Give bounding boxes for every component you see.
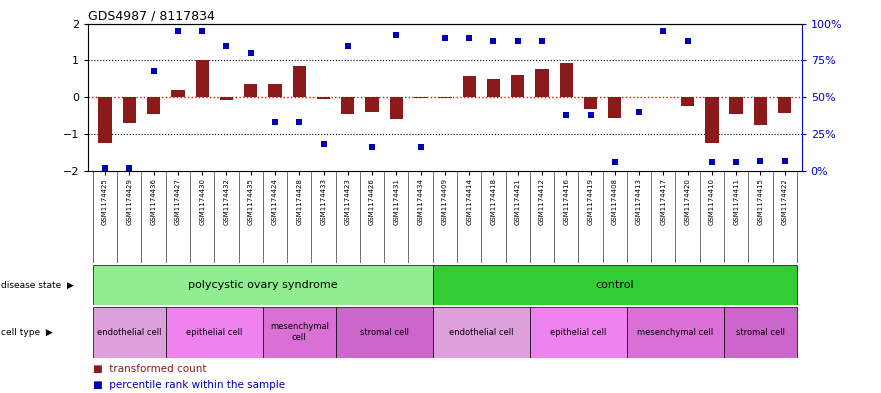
Bar: [93, 307, 166, 358]
Point: [632, 109, 646, 115]
Text: cell type  ▶: cell type ▶: [1, 328, 53, 336]
Point: [98, 165, 112, 171]
Text: polycystic ovary syndrome: polycystic ovary syndrome: [188, 280, 337, 290]
Point: [486, 38, 500, 44]
Text: ■  percentile rank within the sample: ■ percentile rank within the sample: [93, 380, 285, 390]
Point: [559, 112, 574, 118]
Bar: [366, 97, 379, 112]
Bar: [341, 97, 354, 114]
Bar: [196, 61, 209, 97]
Point: [122, 165, 137, 171]
Bar: [166, 307, 263, 358]
Point: [705, 159, 719, 165]
Point: [729, 159, 744, 165]
Text: mesenchymal cell: mesenchymal cell: [637, 328, 714, 336]
Point: [146, 68, 160, 74]
Bar: [559, 63, 573, 97]
Bar: [122, 97, 136, 123]
Bar: [147, 97, 160, 114]
Point: [244, 50, 258, 56]
Text: control: control: [596, 280, 634, 290]
Point: [511, 38, 525, 44]
Point: [171, 28, 185, 34]
Bar: [463, 76, 476, 97]
Bar: [219, 97, 233, 100]
Bar: [93, 265, 433, 305]
Text: disease state  ▶: disease state ▶: [1, 281, 74, 289]
Point: [341, 42, 355, 49]
Bar: [529, 307, 627, 358]
Bar: [99, 97, 112, 143]
Text: ■  transformed count: ■ transformed count: [93, 364, 206, 375]
Bar: [438, 97, 452, 98]
Bar: [536, 68, 549, 97]
Bar: [433, 307, 529, 358]
Text: epithelial cell: epithelial cell: [551, 328, 607, 336]
Bar: [336, 307, 433, 358]
Text: stromal cell: stromal cell: [736, 328, 785, 336]
Point: [463, 35, 477, 42]
Text: endothelial cell: endothelial cell: [449, 328, 514, 336]
Point: [219, 42, 233, 49]
Point: [753, 158, 767, 164]
Bar: [244, 84, 257, 97]
Point: [292, 119, 307, 125]
Text: mesenchymal
cell: mesenchymal cell: [270, 322, 329, 342]
Point: [413, 144, 427, 151]
Text: epithelial cell: epithelial cell: [186, 328, 242, 336]
Bar: [724, 307, 796, 358]
Bar: [389, 97, 403, 119]
Point: [535, 38, 549, 44]
Bar: [487, 79, 500, 97]
Bar: [171, 90, 185, 97]
Bar: [608, 97, 621, 118]
Bar: [681, 97, 694, 107]
Point: [583, 112, 597, 118]
Text: endothelial cell: endothelial cell: [97, 328, 161, 336]
Bar: [729, 97, 743, 114]
Point: [656, 28, 670, 34]
Bar: [627, 307, 724, 358]
Point: [365, 144, 379, 151]
Bar: [414, 97, 427, 98]
Text: stromal cell: stromal cell: [359, 328, 409, 336]
Bar: [584, 97, 597, 109]
Point: [195, 28, 209, 34]
Bar: [754, 97, 767, 125]
Point: [681, 38, 695, 44]
Point: [389, 32, 403, 39]
Point: [268, 119, 282, 125]
Bar: [263, 307, 336, 358]
Bar: [317, 97, 330, 99]
Text: GDS4987 / 8117834: GDS4987 / 8117834: [88, 9, 215, 22]
Bar: [269, 84, 282, 97]
Bar: [705, 97, 719, 143]
Point: [608, 159, 622, 165]
Point: [438, 35, 452, 42]
Point: [316, 141, 330, 147]
Bar: [778, 97, 791, 113]
Bar: [511, 75, 524, 97]
Bar: [292, 66, 306, 97]
Point: [778, 158, 792, 164]
Bar: [433, 265, 796, 305]
